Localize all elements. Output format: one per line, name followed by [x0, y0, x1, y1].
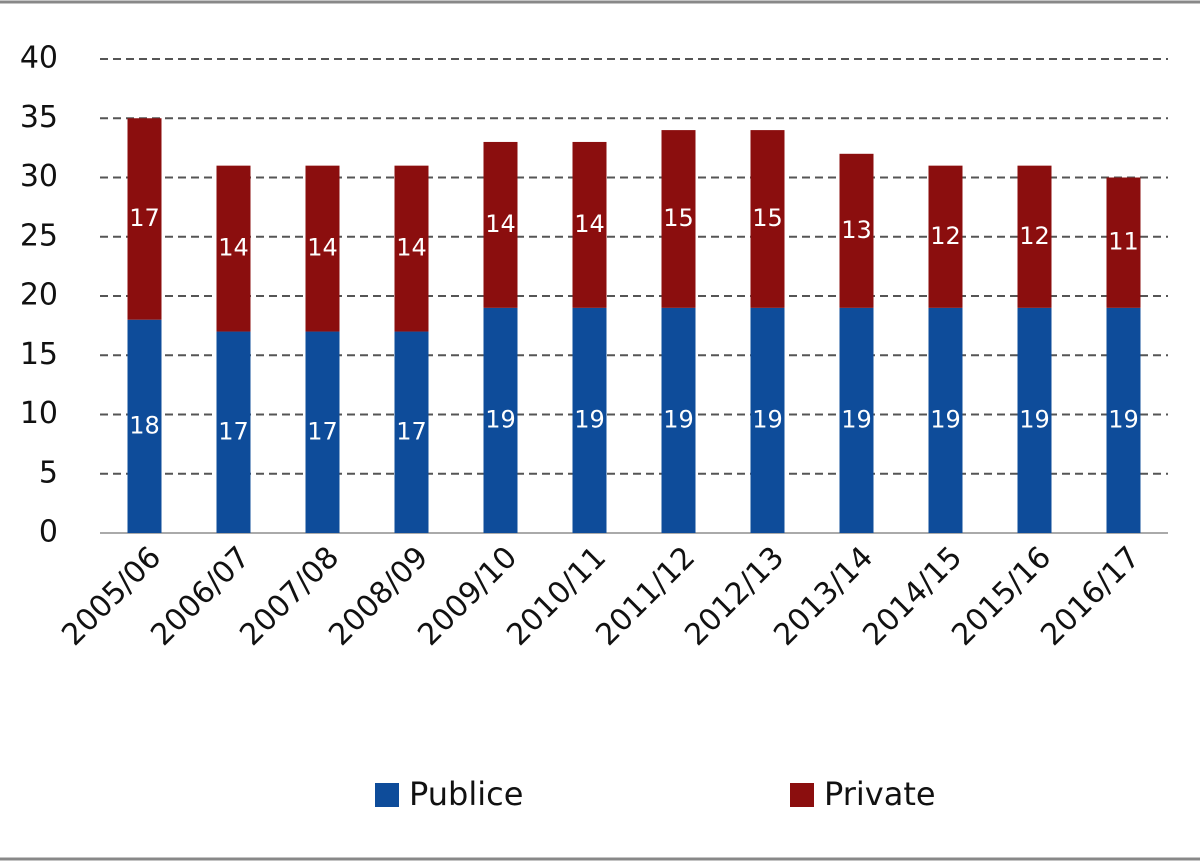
- bar-segment: [394, 331, 429, 533]
- bar-segment: [661, 307, 696, 533]
- y-tick-label: 10: [20, 396, 58, 431]
- data-label: 15: [663, 204, 694, 232]
- data-label: 13: [841, 216, 872, 244]
- y-tick-label: 30: [20, 159, 58, 194]
- bar-segment: [572, 307, 607, 533]
- data-label: 19: [485, 405, 516, 433]
- bar-segment: [483, 307, 518, 533]
- y-tick-label: 15: [20, 337, 58, 372]
- data-label: 17: [396, 417, 427, 445]
- bar-segment: [305, 331, 340, 533]
- y-tick-label: 20: [20, 278, 58, 313]
- data-label: 14: [218, 234, 249, 262]
- legend-swatch: [375, 783, 399, 807]
- bar-segment: [216, 331, 251, 533]
- data-label: 14: [307, 234, 338, 262]
- bar-segment: [305, 165, 340, 332]
- data-label: 19: [1108, 405, 1139, 433]
- bar-segment: [661, 130, 696, 308]
- data-label: 15: [752, 204, 783, 232]
- bar-segment: [839, 153, 874, 308]
- legend-swatch: [790, 783, 814, 807]
- bar-segment: [1106, 307, 1141, 533]
- bar-segment: [127, 319, 162, 533]
- bar-segment: [1106, 177, 1141, 308]
- data-label: 17: [129, 204, 160, 232]
- data-label: 18: [129, 411, 160, 439]
- y-tick-label: 0: [39, 515, 58, 550]
- bar-segment: [1017, 307, 1052, 533]
- bar-segment: [839, 307, 874, 533]
- data-label: 12: [1019, 222, 1050, 250]
- data-label: 14: [396, 234, 427, 262]
- bar-segment: [750, 307, 785, 533]
- bar-segment: [216, 165, 251, 332]
- data-label: 19: [841, 405, 872, 433]
- legend-label: Private: [824, 775, 936, 813]
- bar-segment: [572, 141, 607, 308]
- data-label: 17: [307, 417, 338, 445]
- data-label: 12: [930, 222, 961, 250]
- bar-segment: [928, 307, 963, 533]
- legend-label: Publice: [409, 775, 523, 813]
- data-label: 14: [574, 210, 605, 238]
- y-tick-label: 25: [20, 218, 58, 253]
- data-label: 17: [218, 417, 249, 445]
- bar-segment: [127, 118, 162, 320]
- bar-segment: [394, 165, 429, 332]
- data-label: 19: [752, 405, 783, 433]
- bar-segment: [483, 141, 518, 308]
- y-tick-label: 5: [39, 455, 58, 490]
- data-label: 19: [1019, 405, 1050, 433]
- data-label: 11: [1108, 228, 1139, 256]
- bar-segment: [750, 130, 785, 308]
- y-tick-label: 35: [20, 100, 58, 135]
- data-label: 19: [663, 405, 694, 433]
- bar-segment: [928, 165, 963, 308]
- y-tick-label: 40: [20, 41, 58, 76]
- data-label: 19: [574, 405, 605, 433]
- data-label: 14: [485, 210, 516, 238]
- data-label: 19: [930, 405, 961, 433]
- bar-segment: [1017, 165, 1052, 308]
